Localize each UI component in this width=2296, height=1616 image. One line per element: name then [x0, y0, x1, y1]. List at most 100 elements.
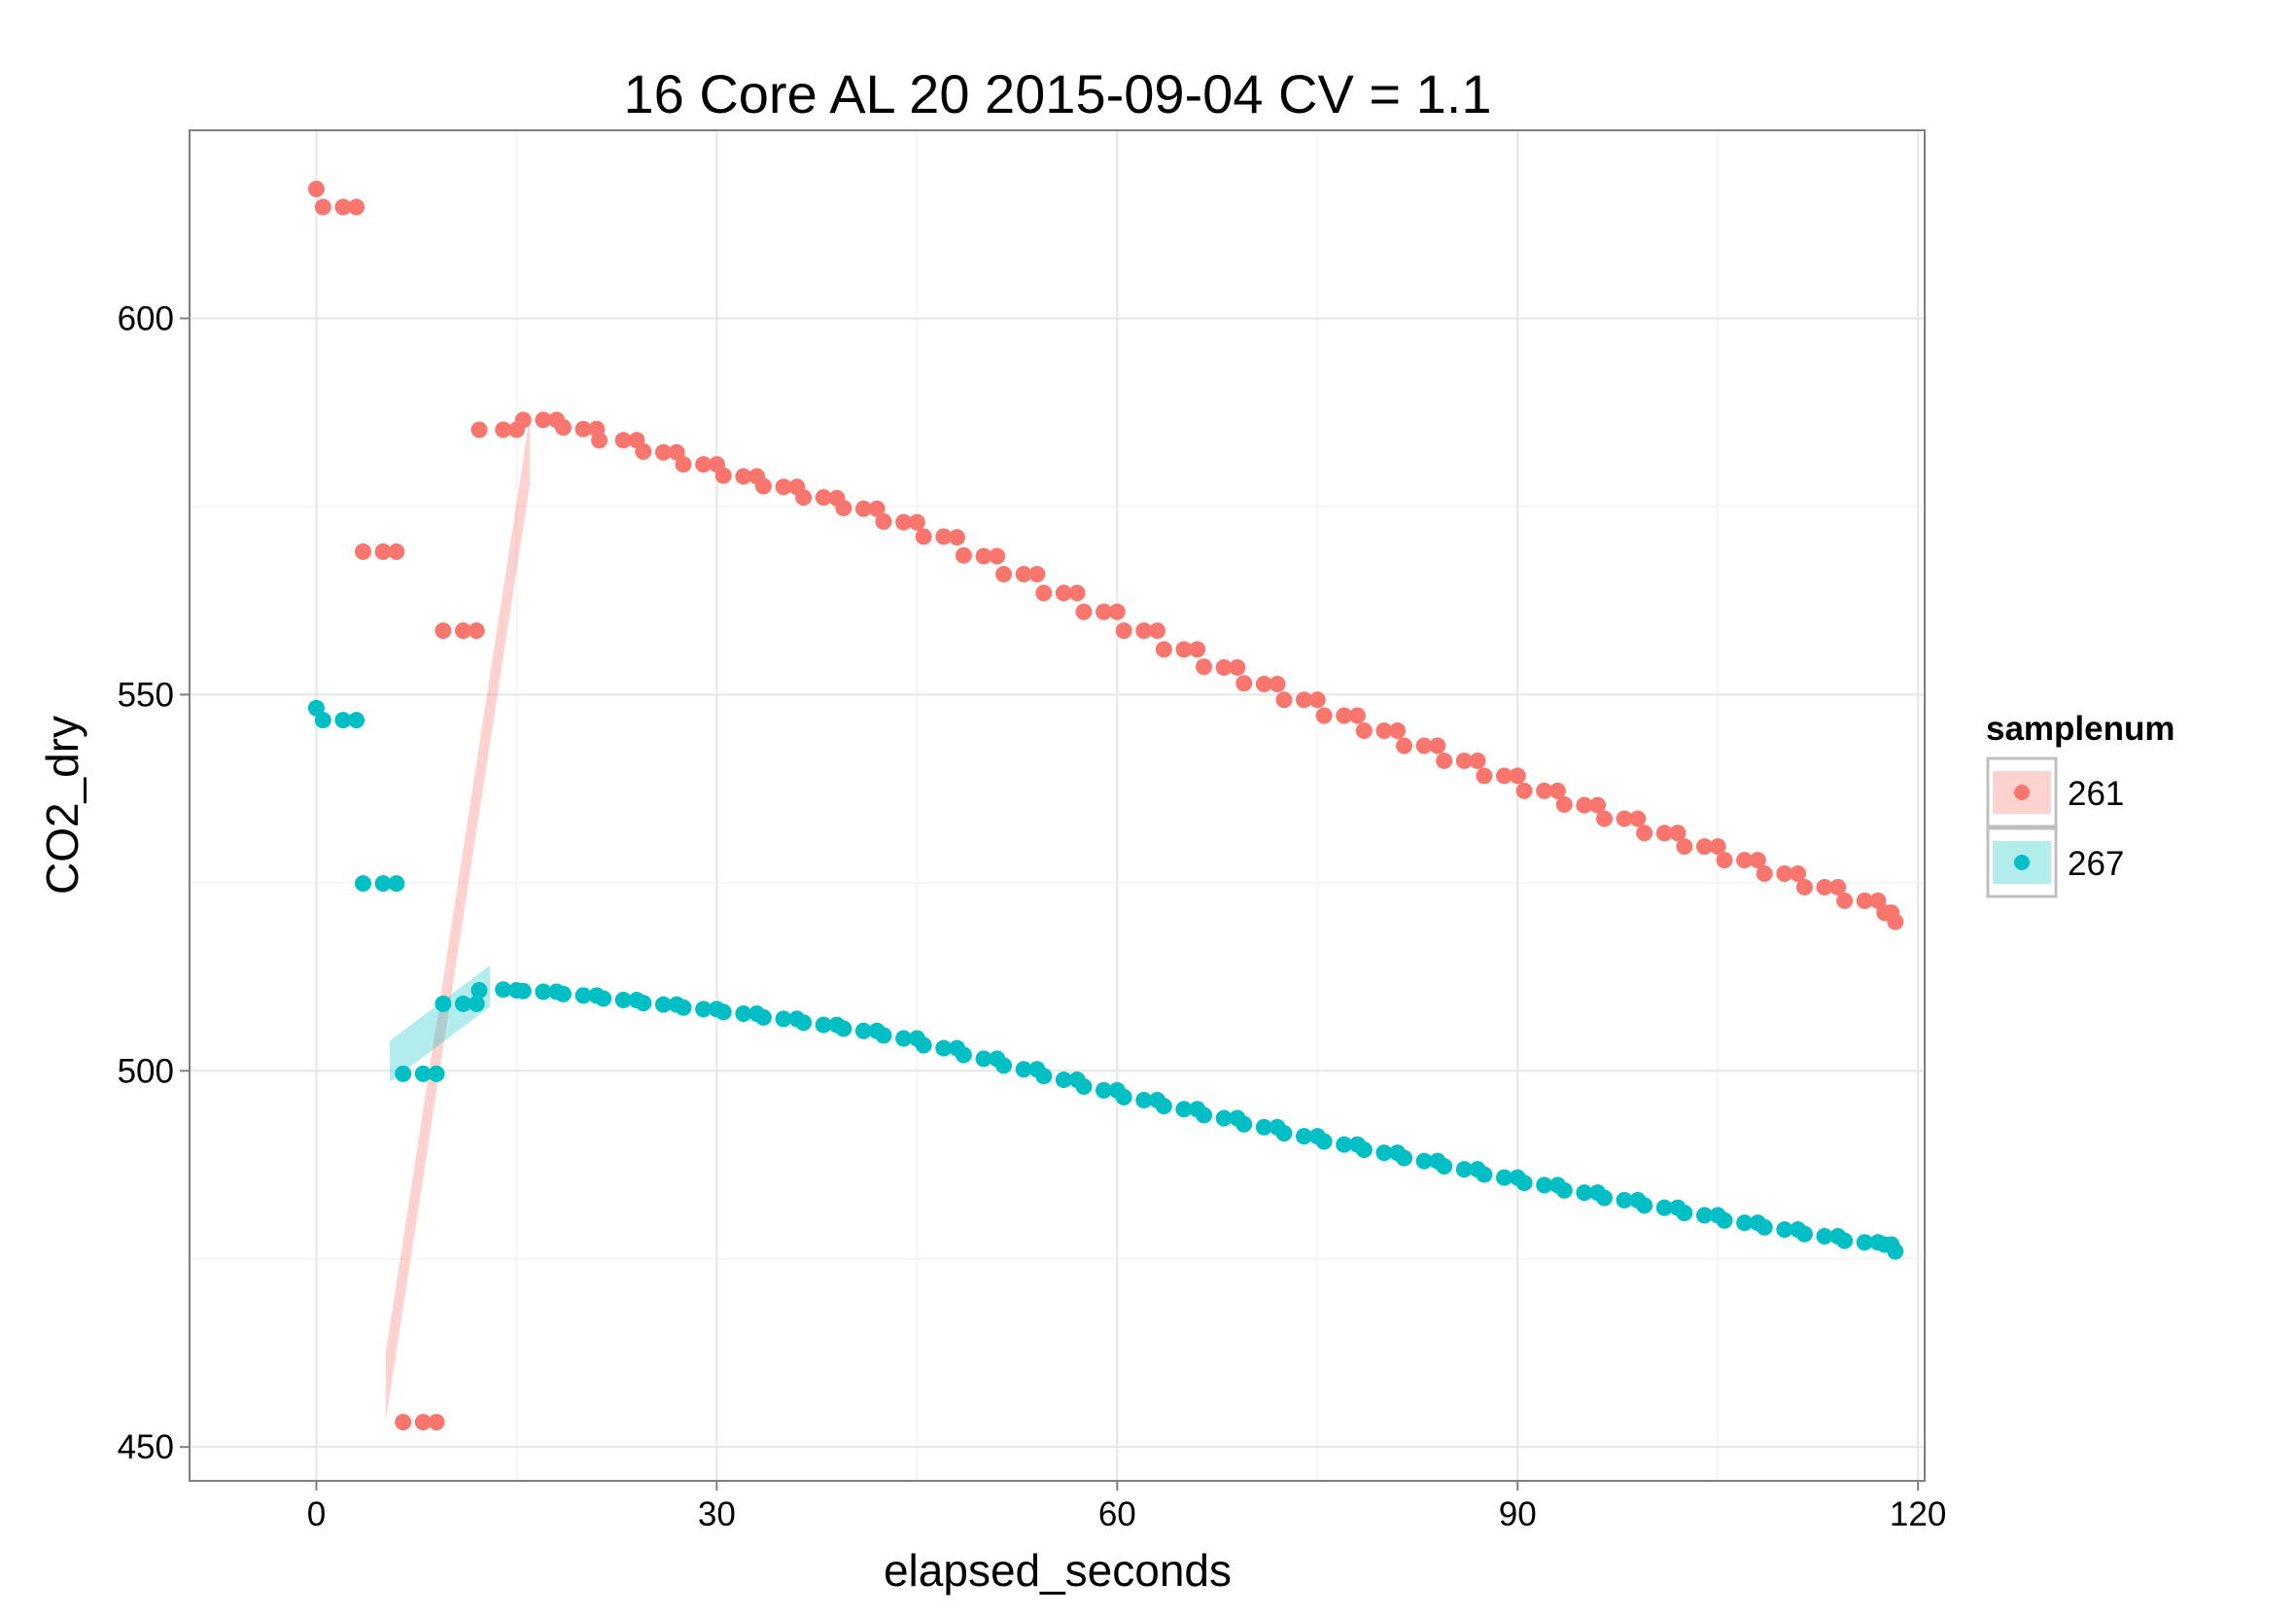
data-point	[1348, 707, 1366, 724]
data-point	[875, 512, 892, 530]
data-point	[1055, 584, 1072, 602]
smooth-band-267	[389, 965, 490, 1082]
legend-key-point-267	[2014, 855, 2030, 870]
data-point	[975, 1050, 992, 1068]
data-point	[595, 990, 612, 1007]
data-point	[695, 456, 713, 474]
data-point	[1175, 1101, 1193, 1118]
data-point	[1175, 641, 1193, 658]
data-point	[1028, 566, 1046, 583]
data-point	[1655, 825, 1673, 842]
data-point	[895, 513, 913, 531]
data-point	[1589, 796, 1607, 814]
x-tick-label: 120	[1890, 1495, 1946, 1533]
data-point	[754, 477, 772, 495]
data-point	[1655, 1199, 1673, 1216]
data-point	[795, 489, 813, 507]
x-tick-label: 60	[1098, 1495, 1136, 1533]
data-point	[989, 547, 1006, 565]
data-point	[348, 198, 365, 216]
data-point	[875, 1027, 892, 1044]
data-point	[854, 500, 872, 517]
data-point	[714, 1003, 732, 1021]
data-point	[935, 1039, 953, 1057]
data-point	[735, 468, 752, 485]
legend: samplenum 261 267	[1986, 710, 2175, 898]
data-point	[754, 1008, 772, 1026]
data-point	[1315, 1133, 1333, 1150]
data-point	[1396, 737, 1412, 755]
data-point	[695, 1001, 713, 1018]
data-point	[1355, 722, 1373, 740]
data-point	[535, 411, 552, 429]
data-point	[835, 499, 852, 516]
data-point	[574, 987, 592, 1004]
data-point	[1229, 659, 1246, 677]
data-point	[614, 432, 632, 449]
data-point	[428, 1065, 445, 1082]
smooth-band-261	[385, 416, 531, 1422]
legend-title: samplenum	[1986, 710, 2175, 748]
data-point	[1235, 675, 1253, 692]
y-tick-label: 450	[118, 1428, 174, 1466]
data-point	[955, 546, 972, 564]
data-point	[1776, 1221, 1793, 1239]
data-point	[815, 489, 832, 507]
data-point	[795, 1014, 813, 1032]
data-point	[1375, 1144, 1393, 1162]
data-point	[1269, 676, 1286, 693]
data-point	[1415, 1152, 1433, 1170]
data-point	[1709, 838, 1726, 856]
data-point	[374, 543, 392, 560]
data-point	[1015, 1061, 1032, 1078]
data-point	[1756, 865, 1773, 883]
data-point	[908, 513, 925, 531]
data-point	[654, 443, 672, 461]
data-point	[1189, 641, 1206, 658]
data-point	[1055, 1071, 1072, 1089]
data-point	[314, 712, 331, 729]
data-point	[1536, 1177, 1553, 1194]
data-point	[1155, 1098, 1172, 1115]
data-point	[514, 982, 532, 1000]
data-point	[1275, 1124, 1293, 1142]
data-point	[1495, 767, 1513, 785]
data-point	[591, 432, 609, 449]
data-point	[1695, 1207, 1713, 1224]
data-point	[388, 875, 405, 893]
minor-gridlines	[190, 130, 1925, 1481]
data-point	[514, 411, 532, 429]
data-point	[1336, 707, 1353, 724]
data-point	[1455, 1161, 1473, 1178]
data-point	[1616, 810, 1633, 827]
data-point	[1255, 1118, 1272, 1136]
legend-label-267: 267	[2068, 845, 2124, 883]
data-point	[334, 712, 352, 729]
data-point	[1436, 752, 1453, 769]
data-point	[1616, 1191, 1633, 1209]
y-tick-label: 550	[118, 676, 174, 714]
data-point	[307, 180, 325, 197]
data-point	[1455, 752, 1473, 769]
data-point	[1887, 1243, 1904, 1260]
data-point	[395, 1065, 412, 1082]
data-point	[1856, 892, 1873, 909]
data-point	[1436, 1158, 1453, 1176]
data-point	[1515, 782, 1533, 799]
data-point	[1096, 1081, 1113, 1099]
y-tick-label: 500	[118, 1052, 174, 1090]
data-point	[1215, 659, 1233, 677]
data-point	[388, 543, 405, 560]
data-point	[355, 543, 371, 560]
data-point	[1636, 825, 1653, 842]
data-point	[355, 875, 371, 893]
data-point	[554, 419, 572, 437]
data-point	[1148, 622, 1165, 640]
data-point	[574, 420, 592, 438]
data-point	[635, 442, 652, 460]
data-point	[854, 1022, 872, 1039]
data-point	[1595, 810, 1613, 827]
data-point	[414, 1414, 432, 1431]
data-point	[314, 198, 331, 216]
data-point	[614, 992, 632, 1009]
